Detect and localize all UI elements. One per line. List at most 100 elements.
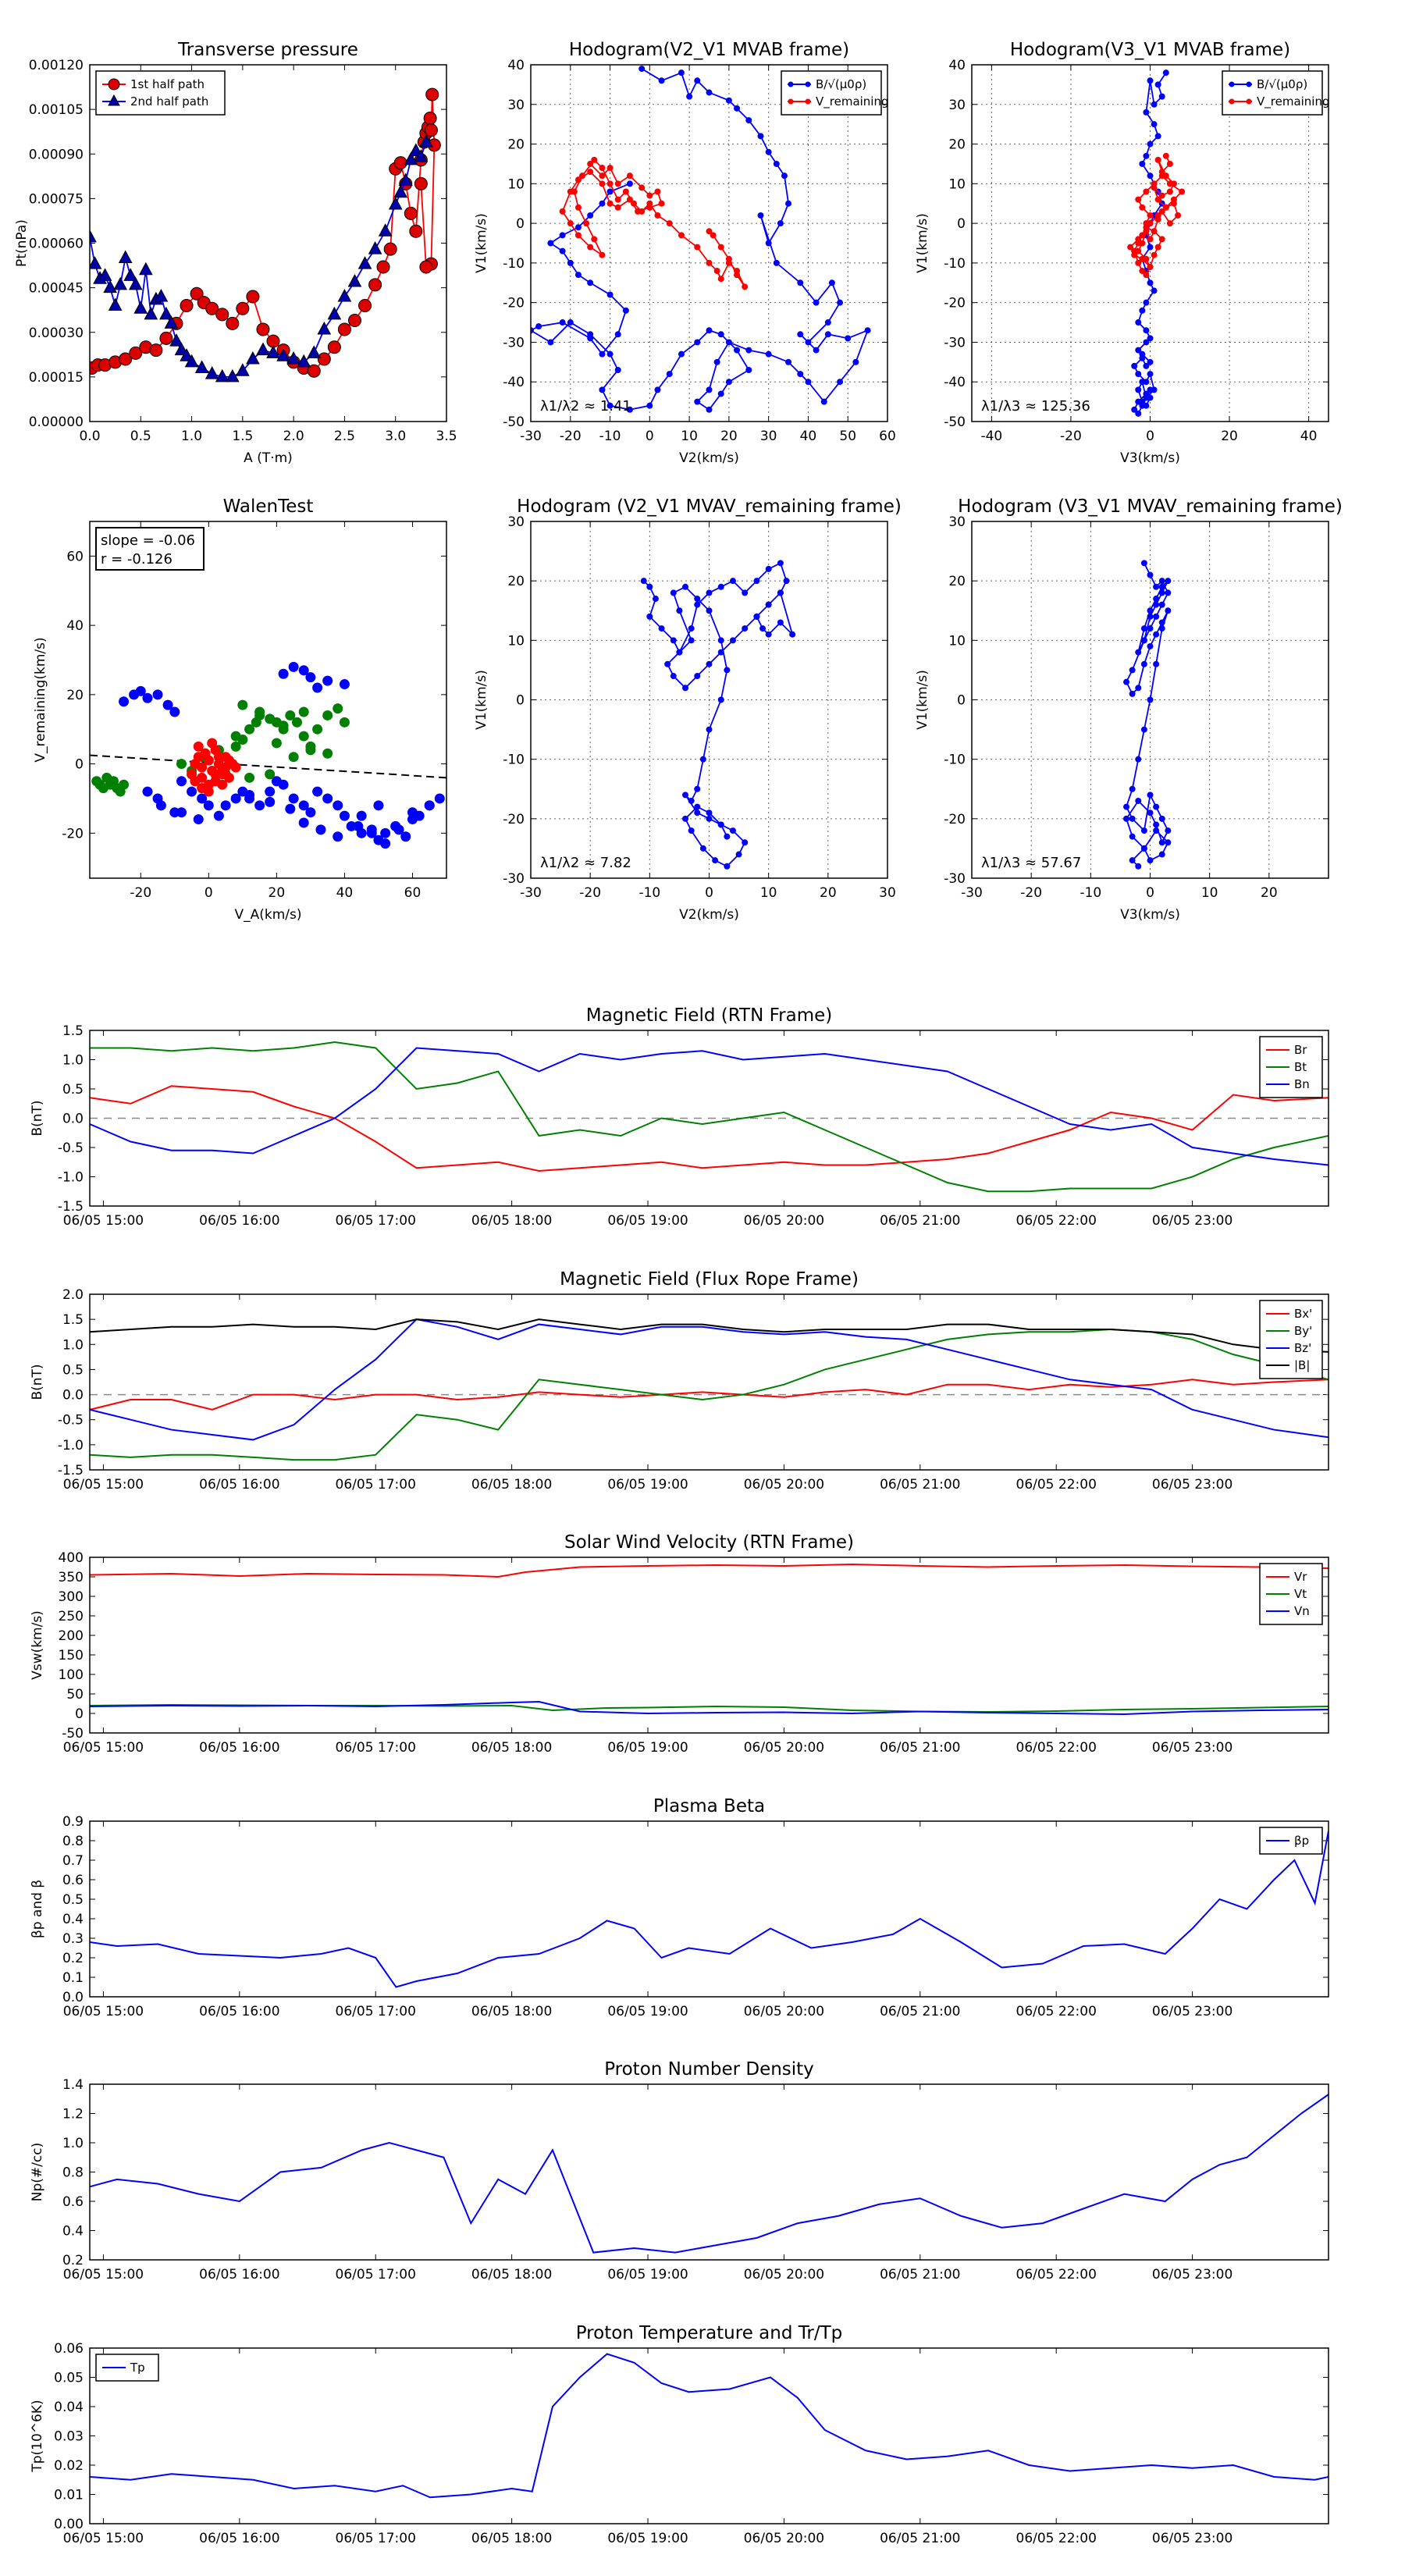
- legend-marker: [788, 98, 794, 105]
- y-tick-label: 40: [507, 58, 525, 73]
- chart-title: Plasma Beta: [653, 1796, 765, 1816]
- series-blue: [119, 661, 445, 849]
- y-tick-label: 0: [516, 216, 525, 232]
- data-point: [266, 345, 280, 358]
- data-point: [1158, 583, 1165, 590]
- data-point: [1143, 272, 1150, 279]
- y-axis-label: Vsw(km/s): [30, 1610, 45, 1680]
- scatter-point: [333, 800, 343, 811]
- data-point: [393, 156, 407, 170]
- y-tick-label: -40: [944, 375, 966, 390]
- x-tick-label: 06/05 16:00: [199, 2267, 279, 2282]
- y-tick-label: 0.3: [62, 1931, 84, 1947]
- data-point: [783, 578, 790, 585]
- y-tick-label: 1.0: [62, 1337, 84, 1353]
- data-point: [215, 368, 229, 382]
- x-tick-label: 06/05 17:00: [336, 1213, 416, 1229]
- y-tick-label: 1.0: [62, 2136, 84, 2151]
- data-point: [759, 625, 767, 632]
- data-point: [1129, 815, 1136, 822]
- data-point: [1139, 204, 1146, 211]
- data-point: [337, 322, 351, 336]
- legend-label: V_remaining: [1257, 94, 1330, 109]
- data-point: [852, 358, 859, 365]
- data-point: [1166, 220, 1173, 227]
- data-point: [256, 342, 270, 356]
- data-point: [622, 307, 629, 314]
- data-point: [1140, 827, 1147, 834]
- y-tick-label: 200: [59, 1628, 84, 1644]
- data-point: [1154, 196, 1161, 203]
- data-point: [1129, 833, 1136, 840]
- data-point: [717, 649, 724, 656]
- data-point: [337, 288, 352, 302]
- data-point: [1139, 354, 1146, 361]
- data-point: [1140, 560, 1147, 567]
- scatter-point: [305, 807, 316, 818]
- x-tick-label: 20: [820, 885, 837, 901]
- scatter-point: [203, 800, 214, 811]
- data-point: [725, 339, 732, 346]
- data-point: [658, 77, 665, 84]
- data-point: [133, 301, 148, 314]
- x-tick-label: 06/05 20:00: [744, 1213, 824, 1229]
- data-point: [559, 232, 566, 239]
- y-tick-label: 0.05: [54, 2371, 84, 2386]
- data-point: [398, 173, 413, 187]
- series-line: [90, 1379, 1329, 1411]
- series-line: [90, 1831, 1329, 1988]
- x-tick-label: 06/05 20:00: [744, 2267, 824, 2282]
- scatter-point: [312, 724, 323, 735]
- x-tick-label: 0.0: [79, 429, 100, 444]
- chart-hodogram-v3-v1-mvab: Hodogram(V3_V1 MVAB frame) -40 -20 0 20 40 -50…: [915, 40, 1330, 466]
- data-point: [646, 613, 653, 620]
- data-point: [614, 331, 621, 338]
- data-point: [1143, 188, 1150, 195]
- data-point: [579, 173, 586, 180]
- scatter-point: [254, 710, 265, 720]
- data-point: [1129, 857, 1136, 864]
- data-point: [729, 578, 736, 585]
- legend-box: [95, 70, 226, 116]
- chart-title: Hodogram (V2_V1 MVAV_remaining frame): [517, 496, 902, 517]
- scatter-point: [169, 706, 180, 717]
- data-point: [159, 331, 173, 345]
- data-point: [414, 148, 429, 162]
- data-point: [765, 240, 772, 247]
- y-tick-label: -1.0: [58, 1438, 84, 1453]
- data-point: [358, 298, 372, 312]
- data-point: [159, 306, 173, 320]
- data-point: [180, 348, 194, 361]
- x-tick-label: 20: [1221, 429, 1238, 444]
- data-point: [587, 279, 594, 286]
- series-line: [90, 1041, 1329, 1193]
- scatter-point: [298, 665, 309, 676]
- data-point: [1140, 726, 1147, 733]
- scatter-point: [288, 661, 299, 672]
- plot-frame: [530, 64, 888, 422]
- data-point: [614, 180, 621, 187]
- chart-hodogram-v2-v1-mvab: Hodogram(V2_V1 MVAB frame) -30 -20 -10 0 10 20…: [474, 40, 896, 466]
- legend-marker: [805, 81, 811, 87]
- scatter-point: [322, 793, 333, 804]
- data-point: [646, 402, 653, 409]
- series-line: [90, 1318, 1329, 1441]
- x-tick-label: 06/05 18:00: [471, 1477, 552, 1493]
- annotation-box: [95, 527, 205, 571]
- data-point: [1129, 785, 1136, 792]
- data-point: [1166, 180, 1173, 187]
- data-point: [1166, 188, 1173, 195]
- x-tick-label: 06/05 21:00: [880, 2531, 960, 2546]
- chart-solar-wind-velocity: Solar Wind Velocity (RTN Frame) 06/05 15:…: [30, 1532, 1329, 1756]
- annotation-text: r = -0.126: [101, 551, 173, 568]
- data-point: [717, 276, 724, 283]
- x-tick-label: -20: [1060, 429, 1082, 444]
- y-tick-label: 20: [948, 137, 966, 153]
- data-point: [225, 368, 240, 382]
- data-point: [559, 247, 566, 254]
- data-point: [745, 366, 752, 373]
- y-tick-label: 0.2: [62, 1951, 84, 1966]
- data-point: [1147, 607, 1154, 614]
- y-tick-label: 0.5: [62, 1362, 84, 1378]
- scatter-point: [291, 717, 302, 728]
